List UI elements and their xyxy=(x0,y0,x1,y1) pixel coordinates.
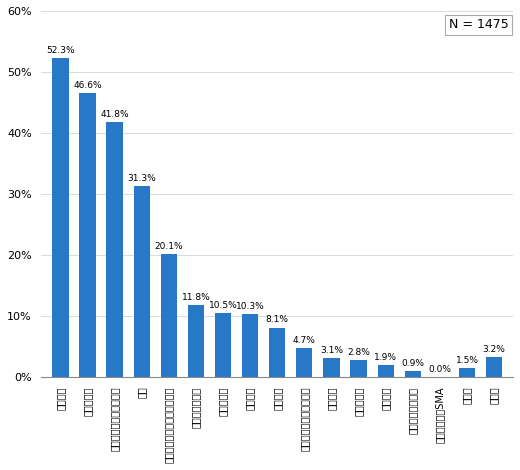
Text: 10.5%: 10.5% xyxy=(209,301,238,310)
Bar xyxy=(242,314,258,377)
Bar xyxy=(107,122,123,377)
Text: 41.8%: 41.8% xyxy=(100,110,129,119)
Bar xyxy=(459,368,475,377)
Bar xyxy=(52,58,69,377)
Text: 11.8%: 11.8% xyxy=(181,293,210,302)
Text: 0.9%: 0.9% xyxy=(401,360,424,368)
Text: 1.9%: 1.9% xyxy=(374,353,397,362)
Bar xyxy=(405,371,421,377)
Text: 31.3%: 31.3% xyxy=(127,174,156,183)
Text: 10.3%: 10.3% xyxy=(236,302,265,311)
Text: 8.1%: 8.1% xyxy=(266,315,289,324)
Text: 46.6%: 46.6% xyxy=(73,81,102,90)
Text: 1.5%: 1.5% xyxy=(456,356,478,365)
Bar xyxy=(80,93,96,377)
Text: 4.7%: 4.7% xyxy=(293,336,316,345)
Text: 0.0%: 0.0% xyxy=(428,365,451,374)
Text: 2.8%: 2.8% xyxy=(347,348,370,357)
Bar xyxy=(269,328,285,377)
Bar xyxy=(350,360,367,377)
Bar xyxy=(161,254,177,377)
Bar xyxy=(486,358,502,377)
Bar xyxy=(378,365,394,377)
Text: 3.2%: 3.2% xyxy=(483,345,505,354)
Text: 3.1%: 3.1% xyxy=(320,346,343,355)
Text: N = 1475: N = 1475 xyxy=(449,18,509,31)
Bar xyxy=(323,358,340,377)
Text: 52.3%: 52.3% xyxy=(46,46,75,55)
Bar xyxy=(215,313,231,377)
Bar xyxy=(296,348,313,377)
Text: 20.1%: 20.1% xyxy=(154,243,183,251)
Bar xyxy=(188,305,204,377)
Bar xyxy=(134,186,150,377)
